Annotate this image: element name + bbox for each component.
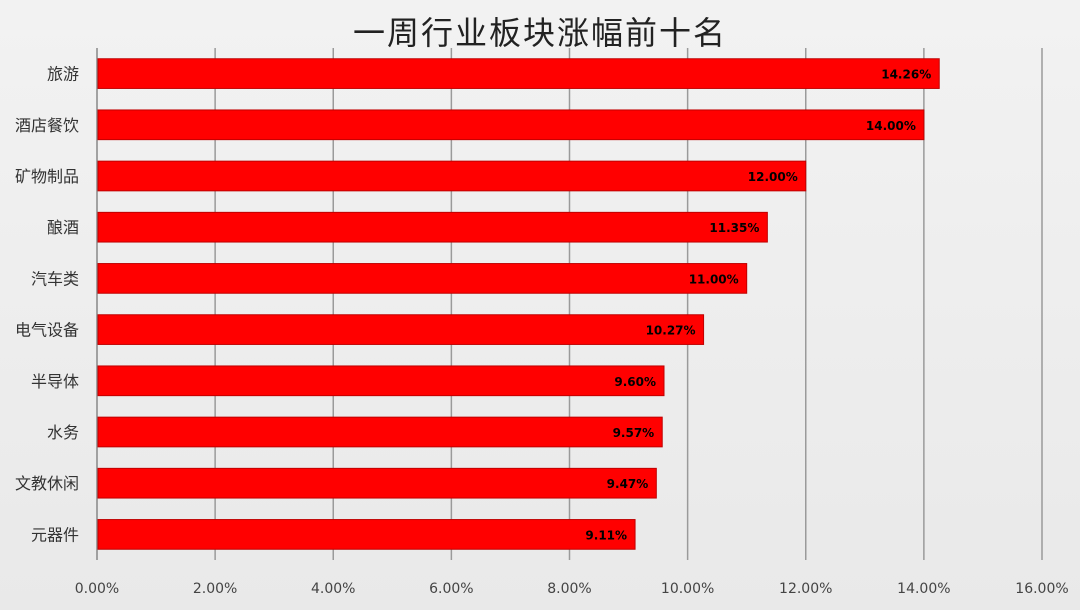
bar [97, 416, 663, 448]
bar [97, 314, 705, 345]
x-tick-label: 10.00% [661, 581, 714, 597]
category-label: 水务 [47, 423, 79, 442]
category-label: 文教休闲 [15, 474, 79, 493]
data-label: 11.00% [689, 272, 739, 286]
category-label: 旅游 [47, 65, 79, 84]
chart-title: 一周行业板块涨幅前十名 [352, 14, 727, 52]
category-label: 电气设备 [15, 321, 79, 340]
bar [97, 263, 748, 294]
bar [97, 58, 940, 89]
x-tick-label: 12.00% [779, 581, 832, 597]
data-label: 9.60% [614, 375, 656, 389]
x-tick-label: 4.00% [311, 581, 355, 597]
data-label: 11.35% [709, 221, 759, 235]
bar [97, 109, 925, 141]
category-label: 元器件 [31, 525, 79, 544]
data-label: 10.27% [646, 324, 696, 338]
category-label: 半导体 [31, 372, 79, 391]
bar [97, 467, 657, 499]
x-tick-label: 0.00% [75, 581, 119, 597]
data-label: 9.57% [613, 426, 655, 440]
x-tick-label: 8.00% [547, 581, 591, 597]
data-label: 14.26% [881, 68, 931, 82]
data-label: 9.47% [607, 477, 649, 491]
x-tick-label: 16.00% [1015, 581, 1068, 597]
x-tick-label: 14.00% [897, 581, 950, 597]
bar [97, 519, 636, 550]
bar [97, 211, 768, 243]
x-tick-label: 2.00% [193, 581, 237, 597]
bar [97, 365, 665, 397]
category-label: 汽车类 [31, 269, 79, 288]
category-label: 酒店餐饮 [15, 116, 79, 135]
data-label: 14.00% [866, 119, 916, 133]
data-label: 9.11% [585, 528, 627, 542]
category-label: 矿物制品 [15, 167, 79, 186]
x-tick-label: 6.00% [429, 581, 473, 597]
data-label: 12.00% [748, 170, 798, 184]
category-label: 酿酒 [47, 218, 79, 237]
bar [97, 160, 807, 192]
